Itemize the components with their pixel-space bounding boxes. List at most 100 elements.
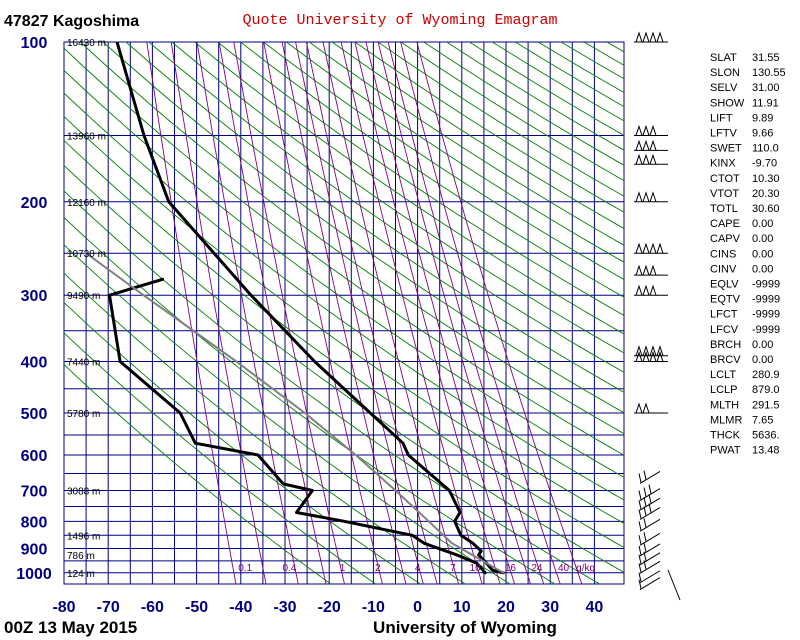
mixing-ratio-line (416, 42, 583, 584)
wind-barb (638, 494, 661, 511)
height-label: 9490 m (67, 291, 100, 302)
wind-barb-feather (638, 579, 642, 589)
source-label: University of Wyoming (373, 618, 557, 637)
mixing-ratio-label: 4 (415, 563, 421, 574)
index-key: MLMR (710, 414, 742, 426)
wind-barb-flag (635, 124, 643, 136)
index-key: CTOT (710, 173, 740, 185)
index-key: LFCT (710, 309, 738, 321)
index-key: SELV (710, 82, 738, 94)
index-value: 20.30 (752, 188, 780, 200)
index-key: BRCH (710, 339, 741, 351)
dry-adiabat-line (263, 42, 624, 281)
wind-barb-feather (648, 484, 652, 494)
observation-time: 00Z 13 May 2015 (4, 618, 137, 637)
index-value: 0.00 (752, 233, 773, 245)
dry-adiabat-line (79, 42, 624, 435)
temperature-tick-label: 40 (586, 599, 604, 616)
index-key: SWET (710, 143, 742, 155)
height-label: 16430 m (67, 38, 106, 49)
height-label: 124 m (67, 569, 95, 580)
wind-barb-feather (638, 572, 642, 582)
wind-barb-flag (642, 124, 650, 136)
mixing-ratio-label: 0.1 (238, 563, 252, 574)
dry-adiabat-line (194, 42, 624, 335)
mixing-ratio-line (322, 42, 460, 584)
wind-barb-staff (639, 497, 661, 511)
height-label: 7440 m (67, 358, 100, 369)
wind-barb (638, 551, 661, 566)
index-key: SLON (710, 67, 740, 79)
wind-barb-flag (649, 350, 657, 362)
mixing-ratio-label: 16 (505, 563, 517, 574)
height-label: 12160 m (67, 198, 106, 209)
wind-barb (638, 503, 661, 520)
index-value: 9.66 (752, 128, 773, 140)
wind-barb-flag (642, 31, 650, 43)
mixing-ratio-line (218, 42, 327, 584)
wind-barb-feather (643, 551, 647, 561)
mixing-ratio-line (281, 42, 407, 584)
wind-barb-flag (649, 264, 657, 276)
dry-adiabat-line (64, 244, 511, 584)
index-value: 0.00 (752, 354, 773, 366)
wind-barb (638, 484, 661, 501)
pressure-tick-label: 700 (21, 484, 48, 501)
wind-barb-feather (643, 487, 647, 497)
pressure-tick-label: 900 (21, 542, 48, 559)
mixing-ratio-line (170, 42, 267, 584)
mixing-ratio-line (387, 42, 545, 584)
wind-barb-staff (639, 532, 661, 546)
pressure-tick-label: 800 (21, 514, 48, 531)
dry-adiabat-line (446, 42, 624, 151)
dry-adiabat-line (790, 42, 800, 584)
parcel-path-line (85, 252, 505, 574)
index-value: 0.00 (752, 248, 773, 260)
mixing-ratio-line (340, 42, 483, 584)
index-key: TOTL (710, 203, 738, 215)
dry-adiabat-line (125, 42, 624, 393)
wind-barbs (634, 31, 681, 601)
index-value: 5636. (752, 430, 780, 442)
index-value: 7.65 (752, 414, 773, 426)
wind-barb (638, 570, 661, 584)
index-key: LIFT (710, 112, 733, 124)
wind-barb-flag (635, 264, 643, 276)
height-label: 786 m (67, 551, 95, 562)
index-value: 0.00 (752, 339, 773, 351)
dry-adiabat-line (64, 164, 624, 573)
index-key: BRCV (710, 354, 741, 366)
temperature-tick-labels: -80 -70 -60 -50 -40 -30 -20 -10 0 10 20 30 40 (52, 599, 603, 616)
wind-barb (634, 153, 668, 165)
pressure-temperature-grid (63, 41, 625, 585)
wind-barb (634, 264, 668, 276)
temperature-tick-label: -70 (97, 599, 120, 616)
index-value: 879.0 (752, 384, 780, 396)
dry-adiabat-line (469, 42, 624, 136)
dry-adiabat-line (64, 139, 624, 549)
index-key: LCLT (710, 369, 736, 381)
wind-barb-feather (638, 545, 642, 556)
wind-barb (634, 350, 668, 363)
index-value: -9999 (752, 279, 780, 291)
wind-barb-feather (643, 532, 647, 542)
wind-barb-staff (639, 560, 661, 574)
dry-adiabat-line (64, 332, 376, 584)
wind-barb-feather (638, 521, 642, 531)
wind-barb (638, 577, 661, 590)
wind-barb-flag (656, 350, 664, 362)
wind-barb-staff (639, 570, 661, 584)
wind-barb-staff (667, 569, 681, 601)
temperature-tick-label: 30 (541, 599, 559, 616)
sounding-profiles (85, 42, 505, 575)
mixing-ratio-line (400, 42, 561, 584)
wind-barb-feather (643, 506, 647, 516)
wind-barb-flag (635, 345, 643, 356)
wind-barb (638, 532, 661, 546)
dry-adiabat-line (64, 363, 332, 584)
wind-barb-flag (635, 191, 643, 202)
pressure-tick-label: 300 (21, 288, 48, 305)
dry-adiabats (64, 42, 800, 584)
wind-barb-flag (649, 345, 657, 356)
